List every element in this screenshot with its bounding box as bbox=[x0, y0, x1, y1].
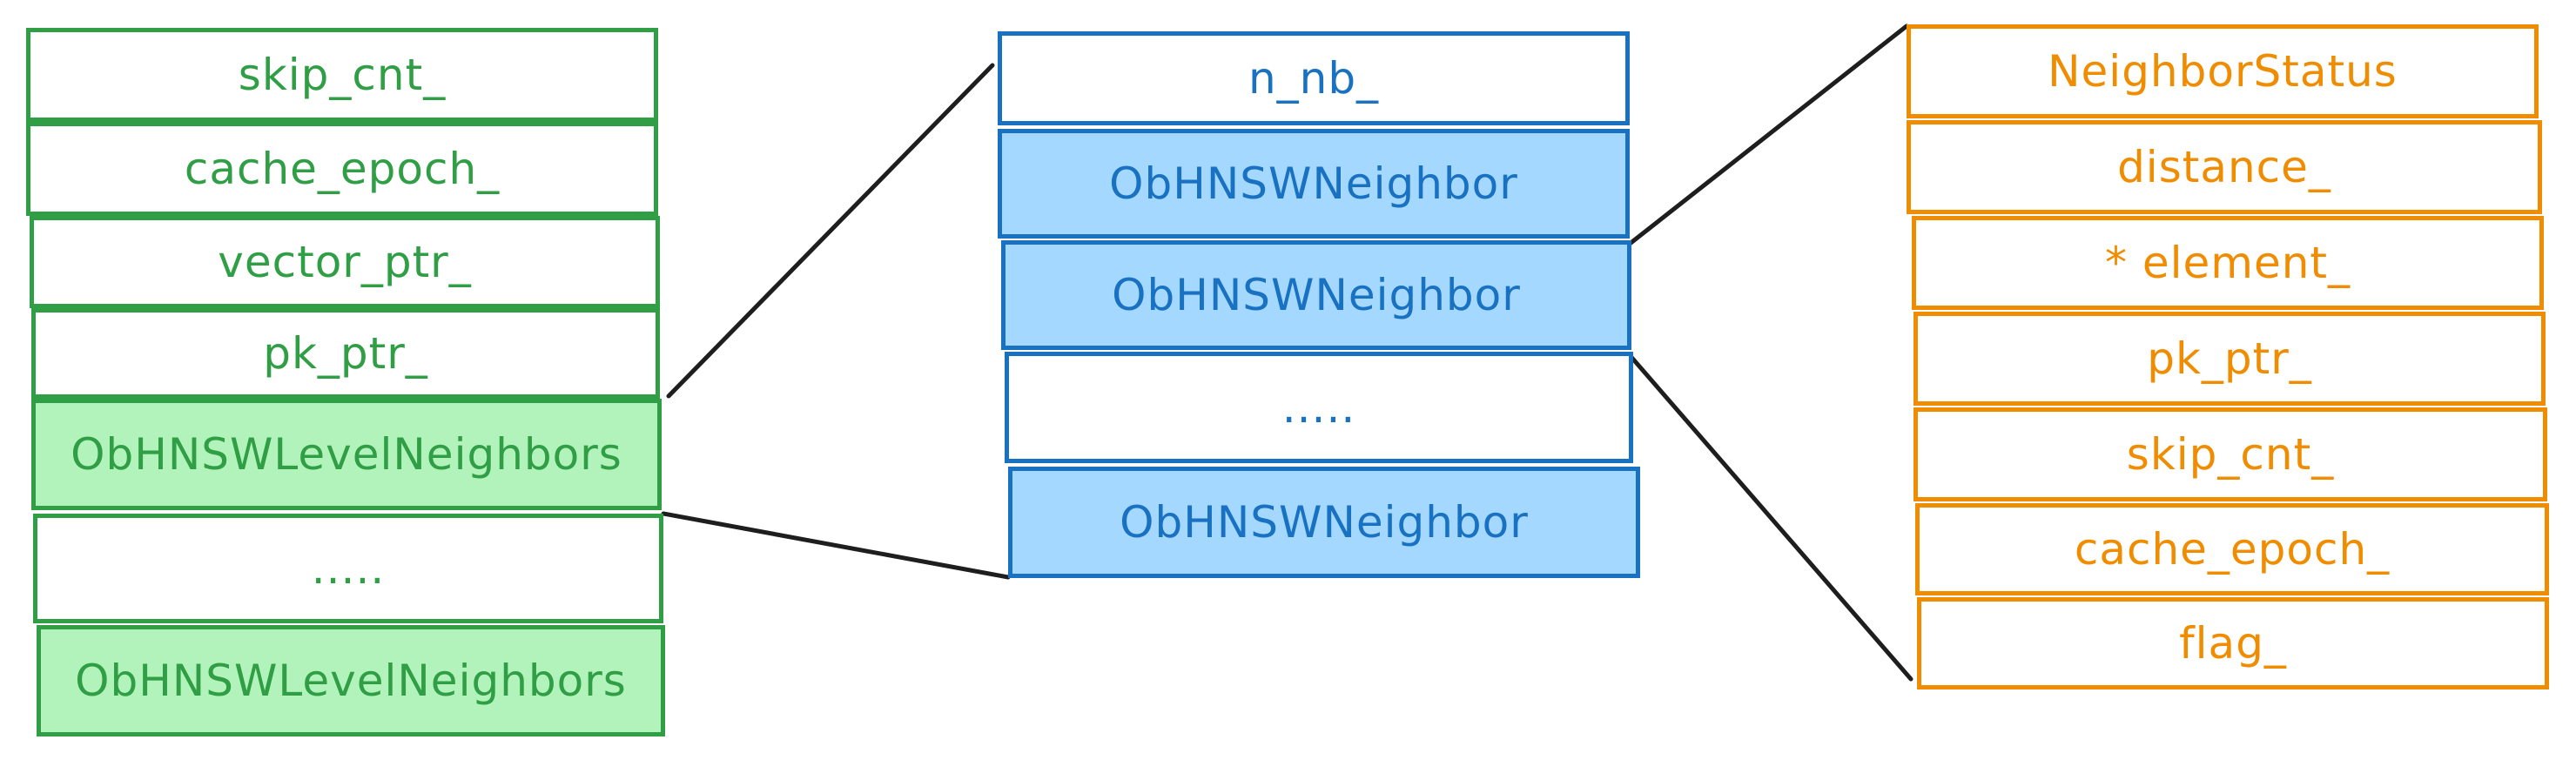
left-cell-label: cache_epoch_ bbox=[184, 144, 501, 194]
connector-left-top bbox=[666, 63, 995, 399]
right-cell-label: * element_ bbox=[2104, 238, 2351, 288]
left-cell-label: ObHNSWLevelNeighbors bbox=[71, 429, 622, 480]
right-cell-pk-ptr: pk_ptr_ bbox=[1914, 312, 2546, 406]
middle-cell-label: ObHNSWNeighbor bbox=[1109, 158, 1518, 209]
right-cell-cache-epoch: cache_epoch_ bbox=[1915, 503, 2549, 595]
middle-cell-n-nb: n_nb_ bbox=[998, 31, 1630, 125]
middle-cell-neighbor-1: ObHNSWNeighbor bbox=[998, 129, 1630, 239]
left-cell-level-neighbors-1: ObHNSWLevelNeighbors bbox=[31, 399, 662, 510]
middle-cell-label: ObHNSWNeighbor bbox=[1120, 497, 1529, 548]
right-cell-label: distance_ bbox=[2117, 142, 2331, 192]
left-cell-cache-epoch: cache_epoch_ bbox=[26, 122, 658, 216]
right-cell-distance: distance_ bbox=[1907, 120, 2542, 214]
left-cell-label: vector_ptr_ bbox=[218, 237, 472, 287]
middle-cell-ellipsis: ..... bbox=[1005, 352, 1633, 463]
right-cell-neighbor-status: NeighborStatus bbox=[1907, 24, 2539, 118]
left-cell-label: ..... bbox=[311, 543, 386, 594]
middle-cell-label: ObHNSWNeighbor bbox=[1112, 270, 1521, 320]
right-cell-element: * element_ bbox=[1912, 216, 2544, 310]
connector-right-bottom bbox=[1627, 353, 1914, 682]
left-cell-label: skip_cnt_ bbox=[238, 50, 447, 100]
right-cell-label: NeighborStatus bbox=[2048, 46, 2398, 97]
right-cell-label: flag_ bbox=[2179, 618, 2287, 669]
left-cell-pk-ptr: pk_ptr_ bbox=[31, 308, 660, 399]
middle-cell-label: n_nb_ bbox=[1248, 53, 1380, 104]
left-cell-label: pk_ptr_ bbox=[263, 328, 428, 379]
right-cell-skip-cnt: skip_cnt_ bbox=[1914, 407, 2547, 501]
left-cell-vector-ptr: vector_ptr_ bbox=[30, 216, 660, 308]
connector-right-top bbox=[1627, 24, 1909, 246]
left-cell-ellipsis: ..... bbox=[33, 514, 663, 623]
connector-left-bottom bbox=[661, 511, 1011, 580]
middle-cell-neighbor-3: ObHNSWNeighbor bbox=[1008, 467, 1640, 578]
left-cell-label: ObHNSWLevelNeighbors bbox=[75, 656, 627, 706]
right-cell-label: skip_cnt_ bbox=[2126, 429, 2335, 480]
right-cell-label: pk_ptr_ bbox=[2147, 333, 2312, 384]
left-cell-skip-cnt: skip_cnt_ bbox=[26, 28, 658, 122]
middle-cell-neighbor-2: ObHNSWNeighbor bbox=[1001, 240, 1631, 350]
right-cell-label: cache_epoch_ bbox=[2074, 524, 2391, 575]
middle-cell-label: ..... bbox=[1281, 382, 1356, 433]
left-cell-level-neighbors-2: ObHNSWLevelNeighbors bbox=[37, 625, 665, 736]
right-cell-flag: flag_ bbox=[1917, 597, 2549, 689]
